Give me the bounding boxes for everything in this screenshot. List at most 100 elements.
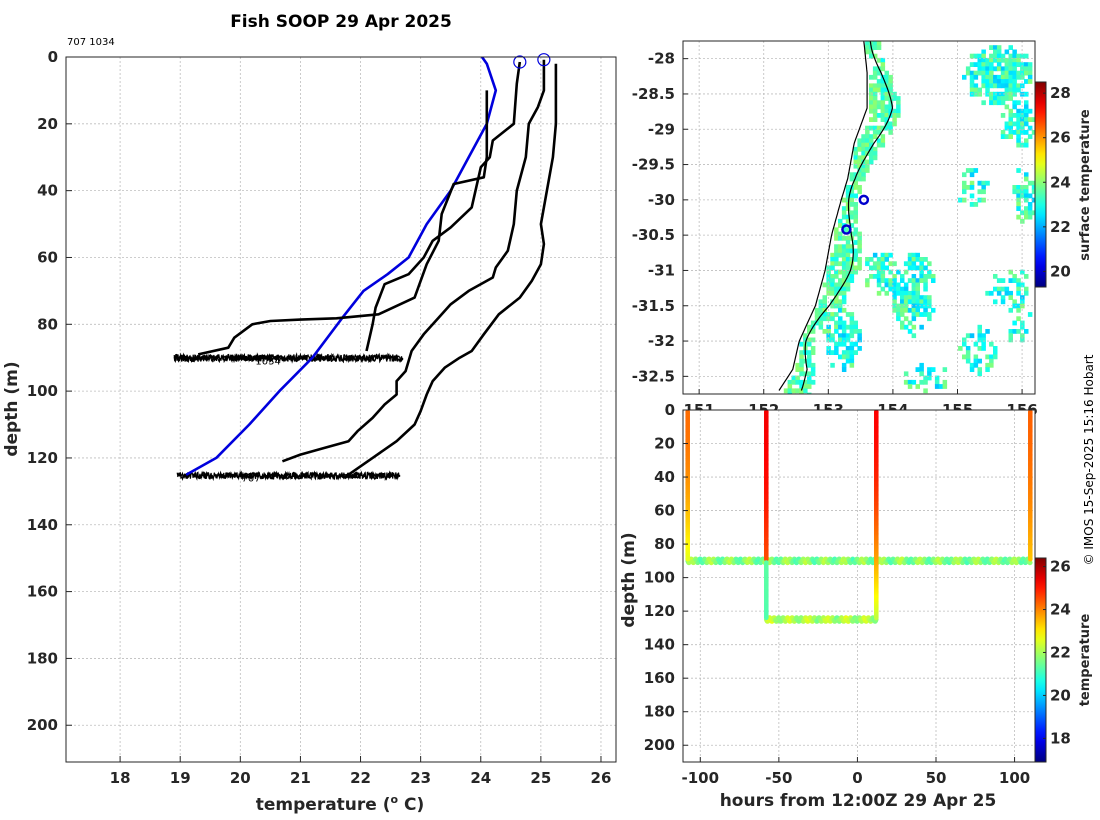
profile-series-line <box>365 61 522 352</box>
sst-cell <box>1008 329 1013 334</box>
sst-cell <box>962 74 967 80</box>
sst-cell <box>1008 62 1013 67</box>
sst-cell <box>872 96 878 101</box>
sst-cell <box>841 261 847 267</box>
sst-cell <box>834 235 839 241</box>
sst-cell <box>965 350 971 355</box>
sst-cell <box>845 227 851 233</box>
timeseries-y-tick-label: 200 <box>644 736 675 754</box>
sst-cell <box>888 278 893 283</box>
sst-cell <box>942 367 948 372</box>
sst-cell <box>807 337 812 343</box>
sst-cell <box>962 341 967 347</box>
sst-cell <box>861 176 866 182</box>
sst-cell <box>1008 269 1013 275</box>
sst-cell <box>822 299 827 305</box>
sst-cell <box>915 265 920 271</box>
sst-cell <box>915 252 920 258</box>
sst-cell <box>853 324 858 330</box>
sst-cell <box>841 257 847 262</box>
sst-cell <box>876 282 882 288</box>
sst-cell <box>892 299 897 305</box>
profile-y-tick-label: 40 <box>37 182 58 200</box>
sst-cell <box>1020 117 1025 122</box>
sst-cell <box>1000 100 1006 106</box>
sst-cell <box>1031 189 1035 195</box>
sst-cell <box>981 74 986 80</box>
sst-cell <box>1008 96 1013 101</box>
sst-cell <box>911 295 917 300</box>
sst-cell <box>977 333 982 339</box>
sst-cell <box>872 45 878 50</box>
map-y-tick-label: -30 <box>648 191 675 209</box>
sst-cell <box>911 307 917 313</box>
sst-cell <box>1020 333 1025 339</box>
sst-cell <box>1012 62 1017 67</box>
sst-cell <box>1020 121 1025 127</box>
sst-cell <box>876 290 882 296</box>
sst-cell <box>977 70 982 76</box>
sst-cell <box>849 248 855 254</box>
sst-cell <box>892 261 897 267</box>
sst-cell <box>826 324 831 330</box>
sst-cell <box>981 185 986 190</box>
sst-cell <box>876 83 882 89</box>
sst-cell <box>884 113 889 118</box>
sst-cell <box>1020 130 1025 135</box>
sst-cell <box>841 329 847 334</box>
sst-cell <box>884 70 889 76</box>
sst-cell <box>1000 113 1006 118</box>
sst-cell <box>892 295 897 300</box>
sst-cell <box>989 100 994 106</box>
sst-cell <box>838 354 843 360</box>
timeseries-y-label: depth (m) <box>619 532 639 627</box>
sst-cell <box>981 100 986 106</box>
sst-cell <box>845 261 851 267</box>
sst-cell <box>869 104 874 110</box>
sst-cell <box>907 329 913 334</box>
sst-cell <box>911 324 917 330</box>
sst-cell <box>845 240 851 245</box>
sst-cell <box>872 146 878 152</box>
sst-cell <box>985 83 990 89</box>
sst-cell <box>1000 66 1006 72</box>
sst-cell <box>919 362 924 368</box>
sst-cell <box>977 57 982 63</box>
sst-cell <box>876 70 882 76</box>
sst-cell <box>857 189 862 195</box>
sst-cell <box>1004 66 1010 72</box>
sst-cell <box>923 299 928 305</box>
sst-cell <box>927 367 932 372</box>
sst-cell <box>896 269 901 275</box>
sst-cell <box>977 346 982 351</box>
sst-cell <box>985 180 990 186</box>
map-y-tick-label: -32 <box>648 332 675 350</box>
sst-cell <box>838 235 843 241</box>
sst-cell <box>849 214 855 220</box>
sst-cell <box>865 130 870 135</box>
profile-annotation: 1034 <box>255 356 280 367</box>
sst-cell <box>907 265 913 271</box>
sst-cell <box>880 113 886 118</box>
sst-cell <box>1000 134 1006 139</box>
sst-cell <box>903 282 909 288</box>
sst-cell <box>888 108 893 114</box>
sst-cell <box>880 108 886 114</box>
sst-cell <box>1012 303 1017 309</box>
sst-cell <box>876 265 882 271</box>
sst-cell <box>996 96 1002 101</box>
sst-cell <box>973 341 979 347</box>
sst-cell <box>1008 45 1013 50</box>
sst-cell <box>919 379 924 385</box>
sst-cell <box>845 286 851 292</box>
sst-cell <box>1012 185 1017 190</box>
sst-cell <box>849 316 855 322</box>
sst-cell <box>791 379 796 385</box>
sst-cell <box>1004 87 1010 93</box>
sst-cell <box>888 100 893 106</box>
sst-cell <box>1012 74 1017 80</box>
sst-cell <box>838 261 843 267</box>
sst-cell <box>903 316 909 322</box>
sst-cell <box>1016 70 1021 76</box>
sst-cell <box>993 45 998 50</box>
